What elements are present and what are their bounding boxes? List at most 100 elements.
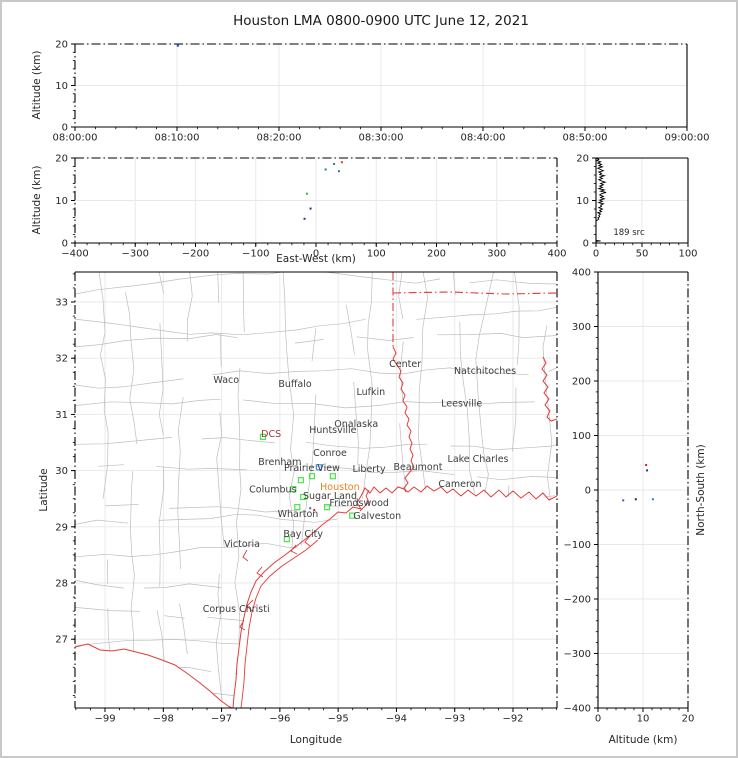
x-tick-label: −200 [182, 249, 209, 260]
city-label-victoria: Victoria [224, 539, 260, 550]
county-line [542, 325, 557, 708]
x-tick-label: −400 [61, 249, 88, 260]
city-label-wharton: Wharton [278, 509, 319, 520]
y-axis-label-ns-panel: North-South (km) [695, 444, 707, 536]
y-tick-label: −400 [564, 704, 591, 715]
source-point [303, 217, 306, 220]
y-tick-label: 30 [55, 466, 68, 477]
lma-station-marker [323, 504, 331, 511]
x-tick-label: −100 [242, 249, 269, 260]
barrier-island-line [240, 539, 319, 708]
x-tick-label: 08:10:00 [155, 133, 200, 144]
altitude-histogram-line [595, 157, 607, 222]
city-label-lake-charles: Lake Charles [448, 454, 509, 465]
y-tick-label: −200 [564, 595, 591, 606]
x-axis-label-map: Longitude [289, 734, 343, 746]
city-label-galveston: Galveston [353, 511, 401, 522]
y-tick-label: −300 [564, 649, 591, 660]
bay-outline [359, 489, 370, 512]
source-point [333, 162, 336, 165]
source-point [634, 498, 637, 501]
x-tick-label: −99 [94, 714, 115, 725]
x-tick-label: 200 [427, 249, 446, 260]
x-tick-label: −92 [502, 714, 523, 725]
city-label-beaumont: Beaumont [393, 462, 442, 473]
city-label-houston: Houston [320, 482, 359, 493]
county-line [178, 272, 193, 708]
county-line [418, 272, 430, 708]
state-and-coast-boundaries [75, 272, 557, 708]
county-line [75, 437, 557, 451]
y-tick-label: 20 [576, 154, 589, 165]
x-tick-label: 100 [367, 249, 386, 260]
county-line [75, 639, 557, 654]
state-border-line [392, 272, 557, 347]
river-line [541, 356, 557, 422]
county-line [497, 272, 520, 708]
y-tick-label: 0 [585, 486, 591, 497]
county-line [75, 367, 557, 389]
inlet-marks [239, 535, 311, 631]
source-point [622, 499, 625, 502]
x-tick-label: 0 [595, 714, 601, 725]
x-tick-label: 0 [313, 249, 319, 260]
lma-station-marker [308, 473, 316, 480]
source-point [305, 192, 308, 195]
y-tick-label: 10 [55, 196, 68, 207]
y-tick-label: 32 [55, 354, 68, 365]
city-label-leesville: Leesville [441, 399, 482, 410]
county-line [75, 542, 557, 558]
city-label-huntsville: Huntsville [309, 425, 356, 436]
y-tick-label: 28 [55, 579, 68, 590]
x-tick-label: −95 [328, 714, 349, 725]
x-tick-label: 400 [547, 249, 566, 260]
county-line [75, 580, 557, 596]
x-tick-label: 08:30:00 [359, 133, 404, 144]
source-point [324, 168, 327, 171]
x-tick-label: 08:00:00 [53, 133, 98, 144]
y-tick-label: 200 [572, 377, 591, 388]
county-line [156, 272, 169, 708]
city-label-waco: Waco [213, 375, 239, 386]
county-line [75, 399, 557, 408]
y-tick-label: −100 [564, 540, 591, 551]
axes-layer [71, 43, 689, 712]
city-label-buffalo: Buffalo [278, 379, 312, 390]
source-point [645, 463, 648, 466]
y-tick-label: 27 [55, 635, 68, 646]
y-tick-label: 20 [55, 40, 68, 51]
lma-station-marker [259, 433, 267, 440]
city-label-brenham: Brenham [258, 457, 301, 468]
y-tick-label: 0 [62, 239, 68, 250]
city-label-bay-city: Bay City [283, 529, 323, 540]
lma-station-marker [283, 536, 290, 543]
x-tick-label: −300 [122, 249, 149, 260]
x-axis-label-ns-panel: Altitude (km) [608, 734, 678, 746]
city-label-columbus: Columbus [249, 485, 296, 496]
text-layer: 08:00:00 08:10:00 08:20:00 08:30:00 08:40:00… [53, 40, 710, 725]
city-label-corpus-christi: Corpus Christi [203, 604, 270, 615]
y-tick-label: 0 [62, 123, 68, 134]
x-tick-label: 50 [636, 249, 649, 260]
y-axis-label-time-panel: Altitude (km) [31, 50, 43, 120]
y-tick-label: 10 [55, 81, 68, 92]
city-label-liberty: Liberty [353, 464, 386, 475]
lma-station-marker [290, 486, 297, 493]
y-tick-label: 300 [572, 322, 591, 333]
city-label-lufkin: Lufkin [356, 387, 385, 398]
source-point [646, 469, 649, 472]
county-line [108, 689, 557, 701]
county-line [98, 464, 557, 481]
county-boundaries [75, 272, 557, 708]
river-border-line [392, 346, 415, 493]
city-label-sugar-land: Sugar Land [303, 491, 357, 502]
x-tick-label: 0 [593, 249, 599, 260]
y-tick-label: 31 [55, 410, 68, 421]
source-count-annotation: 189 src [613, 228, 645, 238]
source-point [651, 498, 654, 501]
x-tick-label: 20 [682, 714, 695, 725]
source-point [176, 44, 179, 47]
x-tick-label: −97 [211, 714, 232, 725]
